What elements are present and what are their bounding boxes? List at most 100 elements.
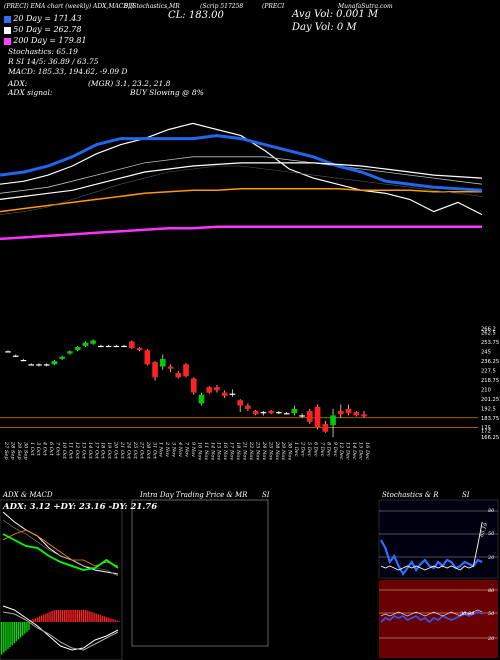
- stoch-white-line: [380, 521, 483, 571]
- y-tick-label: 166.25: [481, 435, 499, 441]
- macd-line-1: [2, 611, 119, 651]
- legend-swatch-blue: [4, 15, 11, 23]
- date-label: 8 Dec: [325, 442, 331, 457]
- y-tick-label: 262.5: [481, 330, 496, 336]
- date-label: 13 Oct: [80, 442, 86, 460]
- date-label: 7 Oct: [55, 442, 61, 457]
- date-label: 10 Oct: [61, 442, 67, 460]
- date-label: 16 Dec: [364, 442, 370, 460]
- date-label: 28 Nov: [274, 441, 280, 460]
- macd-bar: [61, 610, 64, 622]
- candle-body: [20, 360, 27, 362]
- date-label: 28 Oct: [145, 441, 151, 460]
- macd-bar: [87, 610, 89, 622]
- macd-bar: [9, 622, 11, 647]
- date-label: 22 Nov: [248, 441, 254, 460]
- candle-body: [252, 411, 259, 415]
- macd-bar: [47, 612, 49, 622]
- rsi-tick-20: 20: [488, 636, 495, 642]
- intraday-si: SI: [262, 491, 270, 499]
- date-label: 11 Oct: [67, 442, 73, 460]
- macd-bar: [57, 610, 60, 622]
- date-label: 2 Dec: [300, 441, 306, 457]
- macd-bar: [5, 622, 7, 651]
- adx-values: ADX: 3.12 +DY: 23.16 -DY: 21.76: [3, 502, 158, 512]
- macd-bar: [59, 610, 62, 622]
- candle-body: [291, 408, 298, 414]
- legend-ema20: 20 Day = 171.43: [4, 14, 87, 25]
- candle-body: [183, 364, 189, 377]
- date-label: 13 Dec: [345, 442, 351, 460]
- candle-body: [152, 362, 158, 378]
- buy-signal-text: BUY Slowing @ 8%: [130, 88, 204, 97]
- macd-bar: [116, 620, 118, 622]
- candle-body: [353, 412, 360, 416]
- date-label: 11 Nov: [203, 442, 209, 460]
- macd-bar: [26, 622, 28, 632]
- macd-bar: [68, 610, 70, 622]
- legend-label-ema200: 200 Day = 179.81: [13, 36, 87, 45]
- date-label: 17 Nov: [229, 442, 235, 460]
- date-label: 14 Dec: [351, 442, 357, 460]
- date-label: 15 Dec: [358, 442, 364, 460]
- macd-bar: [66, 610, 68, 622]
- date-label: 27 Sep: [3, 441, 9, 460]
- header-code: (Scrip 517258: [200, 3, 244, 10]
- stochastics-text: Stochastics: 65.19: [8, 47, 78, 56]
- candle-body: [260, 412, 267, 414]
- macd-bar: [55, 610, 57, 622]
- candle-body: [190, 378, 197, 393]
- date-label: 24 Nov: [261, 441, 267, 460]
- macd-bar: [103, 616, 106, 622]
- close-price: CL: 183.00: [168, 10, 224, 21]
- adx-label: ADX:: [8, 79, 28, 88]
- macd-bar: [74, 610, 76, 622]
- macd-bar: [11, 622, 13, 646]
- date-label: 7 Dec: [319, 442, 325, 457]
- date-label: 9 Nov: [190, 442, 196, 457]
- candle-body: [98, 345, 104, 348]
- macd-bar: [40, 615, 43, 622]
- candle-body: [5, 351, 11, 353]
- candlesticks: [5, 339, 367, 438]
- date-label: 30 Sep: [22, 442, 28, 460]
- candle-body: [245, 405, 251, 409]
- macd-bar: [85, 610, 87, 622]
- legend-label-ema50: 50 Day = 262.78: [13, 25, 82, 34]
- macd-bar: [1, 622, 3, 655]
- macd-bar: [114, 619, 116, 622]
- date-label: 29 Nov: [280, 441, 286, 460]
- macd-bar: [64, 610, 66, 622]
- intraday-panel: [131, 499, 269, 647]
- candle-body: [67, 351, 73, 354]
- macd-bar: [17, 622, 20, 640]
- date-label: 25 Oct: [132, 441, 138, 460]
- macd-bar: [49, 611, 51, 622]
- macd-bar: [80, 610, 83, 622]
- date-label: 1 Dec: [293, 442, 299, 457]
- adx-line-3: [2, 519, 119, 577]
- macd-bar: [97, 614, 99, 622]
- intraday-title: Intra Day Trading Price & MR: [140, 491, 248, 499]
- price-gridlines: [0, 417, 478, 428]
- candle-body: [59, 356, 65, 359]
- macd-bar: [93, 612, 95, 622]
- legend-ema200: 200 Day = 179.81: [4, 36, 87, 47]
- candle-body: [175, 373, 182, 378]
- ema-lines: [0, 122, 483, 241]
- header-left-title: (PRECI) EMA chart (weekly) ADX,MACD,R: [4, 3, 135, 10]
- avg-volume: Avg Vol: 0.001 M: [292, 9, 379, 20]
- macd-histogram: [1, 605, 120, 655]
- stochastics-panel: [378, 499, 499, 579]
- date-label: 16 Nov: [222, 442, 228, 460]
- candle-body: [361, 414, 367, 417]
- macd-bar: [38, 616, 41, 622]
- candle-body: [345, 408, 352, 414]
- candle-body: [314, 406, 321, 428]
- candle-body: [51, 361, 58, 365]
- y-tick-label: 253.75: [481, 340, 499, 346]
- stochastics-title: Stochastics & R: [382, 491, 439, 499]
- macd-bar: [72, 610, 74, 622]
- ema-line-1: [0, 162, 483, 200]
- date-axis: 27 Sep 28 Sep 29 Sep 30 Sep 1 Oct 3 Oct 4 Oct 6…: [3, 441, 370, 460]
